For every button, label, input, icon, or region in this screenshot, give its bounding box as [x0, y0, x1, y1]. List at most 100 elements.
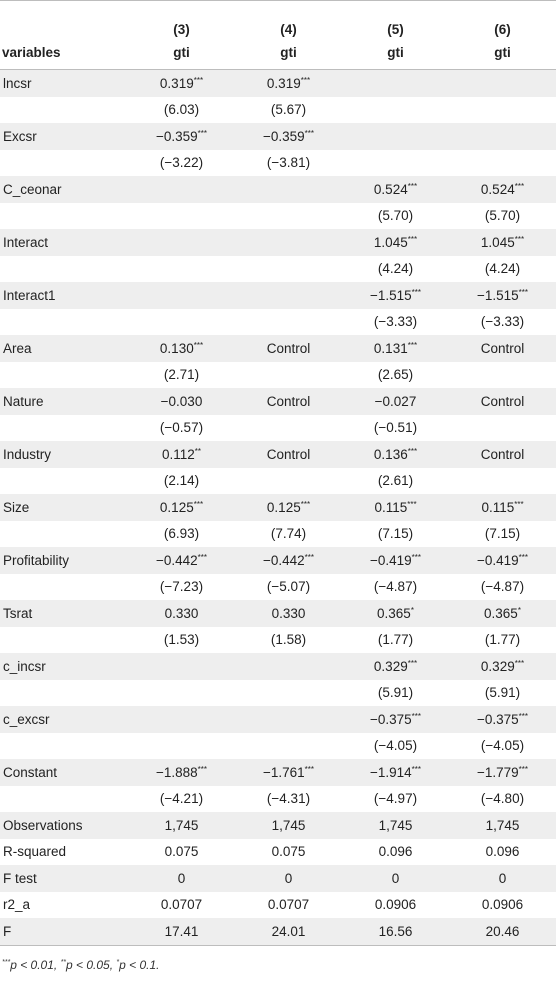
cell-value: 0.115	[481, 499, 515, 515]
significance-stars: ***	[197, 128, 207, 138]
cell-value: (−4.80)	[480, 791, 525, 807]
table-cell	[235, 309, 342, 336]
cell-value: 0.075	[164, 844, 199, 860]
cell-value: 0.524	[373, 181, 408, 197]
table-cell	[342, 123, 449, 150]
cell-value: (−4.87)	[480, 579, 525, 595]
table-cell: 0.075	[235, 839, 342, 866]
table-cell	[128, 203, 235, 230]
cell-value: −0.442	[155, 552, 198, 568]
cell-value: 0.0906	[374, 897, 417, 913]
table-cell	[449, 468, 556, 495]
cell-value: (2.61)	[377, 473, 414, 489]
table-row: Interact 1.045*** 1.045***	[0, 229, 556, 256]
significance-stars: ***	[518, 287, 528, 297]
cell-value: 0.330	[164, 605, 199, 621]
table-row: (2.71) (2.65)	[0, 362, 556, 389]
cell-value: 1.045	[373, 234, 408, 250]
table-cell: 20.46	[449, 918, 556, 946]
table-cell: −1.914***	[342, 759, 449, 786]
table-row: R-squared 0.075 0.075 0.096 0.096	[0, 839, 556, 866]
cell-value: (7.74)	[270, 526, 307, 542]
cell-value: −1.779	[476, 764, 519, 780]
row-label: c_excsr	[0, 706, 128, 733]
table-cell: 0.365*	[342, 600, 449, 627]
table-row: Profitability −0.442*** −0.442*** −0.419***…	[0, 547, 556, 574]
row-label	[0, 680, 128, 707]
cell-value: 0.130	[159, 340, 194, 356]
cell-value: 1,745	[378, 817, 413, 833]
cell-value: −1.888	[155, 764, 198, 780]
row-label: r2_a	[3, 897, 31, 913]
table-cell	[342, 150, 449, 177]
table-cell	[235, 176, 342, 203]
row-label: Tsrat	[0, 600, 128, 627]
table-row: F 17.41 24.01 16.56 20.46	[0, 918, 556, 946]
table-row: Observations 1,745 1,745 1,745 1,745	[0, 812, 556, 839]
table-cell: 0.130***	[128, 335, 235, 362]
table-cell	[449, 362, 556, 389]
cell-value: Control	[266, 446, 311, 462]
table-row: (6.93) (7.74) (7.15) (7.15)	[0, 521, 556, 548]
row-label: lncsr	[0, 69, 128, 97]
table-cell: (6.03)	[128, 97, 235, 124]
table-row: Excsr −0.359*** −0.359***	[0, 123, 556, 150]
cell-value: 0.0707	[267, 897, 310, 913]
cell-value: 16.56	[378, 923, 413, 939]
row-label	[0, 468, 128, 495]
table-cell: (−5.07)	[235, 574, 342, 601]
table-cell: 1,745	[235, 812, 342, 839]
row-label	[0, 733, 128, 760]
row-label: F	[0, 918, 128, 946]
table-cell	[235, 468, 342, 495]
table-cell: 24.01	[235, 918, 342, 946]
significance-stars: ***	[197, 552, 207, 562]
row-label: Observations	[0, 812, 128, 839]
header-cell-dependent: gti	[128, 38, 235, 70]
cell-value: −0.027	[374, 393, 417, 409]
cell-value: (−4.97)	[373, 791, 418, 807]
table-cell	[235, 653, 342, 680]
table-cell: −0.375***	[449, 706, 556, 733]
table-cell: 0.125***	[235, 494, 342, 521]
table-cell: 1.045***	[342, 229, 449, 256]
table-cell: (2.71)	[128, 362, 235, 389]
table-row: (−4.21) (−4.31) (−4.97) (−4.80)	[0, 786, 556, 813]
header-cell-dependent: gti	[235, 38, 342, 70]
table-cell: (5.70)	[449, 203, 556, 230]
table-cell: −0.027	[342, 388, 449, 415]
significance-stars: ***	[304, 764, 314, 774]
table-row: (−3.22) (−3.81)	[0, 150, 556, 177]
cell-value: 0.365	[484, 605, 518, 621]
cell-value: 0.096	[485, 844, 520, 860]
cell-value: Control	[480, 340, 525, 356]
row-label	[0, 256, 128, 283]
table-cell: −0.442***	[235, 547, 342, 574]
table-cell: 1.045***	[449, 229, 556, 256]
table-cell: 0.115***	[449, 494, 556, 521]
table-cell: 0.0906	[449, 892, 556, 919]
table-cell: −1.779***	[449, 759, 556, 786]
cell-value: (−4.21)	[159, 791, 204, 807]
cell-value: 0.131	[373, 340, 408, 356]
table-cell: (−7.23)	[128, 574, 235, 601]
table-row: Interact1 −1.515*** −1.515***	[0, 282, 556, 309]
row-label	[0, 786, 128, 813]
cell-value: 0.136	[373, 446, 408, 462]
table-cell: −1.515***	[449, 282, 556, 309]
cell-value: (6.03)	[163, 102, 200, 118]
row-label: R-squared	[3, 844, 67, 860]
row-label: F test	[0, 865, 128, 892]
cell-value: 0.524	[480, 181, 515, 197]
table-cell	[235, 680, 342, 707]
cell-value: −0.375	[476, 711, 519, 727]
table-cell: (1.53)	[128, 627, 235, 654]
significance-stars: ***	[514, 499, 524, 509]
table-row: (2.14) (2.61)	[0, 468, 556, 495]
row-label: Industry	[0, 441, 128, 468]
header-row-model-numbers: (3) (4) (5) (6)	[0, 0, 556, 39]
row-label: Excsr	[0, 123, 128, 150]
cell-value: −0.419	[369, 552, 412, 568]
table-cell: 0	[449, 865, 556, 892]
cell-value: (5.70)	[484, 208, 521, 224]
